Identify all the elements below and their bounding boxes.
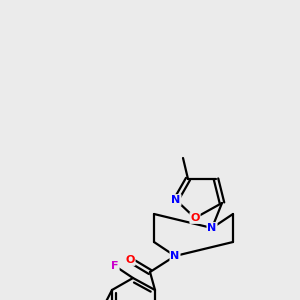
Text: O: O [190,213,200,223]
Text: N: N [207,223,217,233]
Text: N: N [170,251,180,261]
Text: O: O [125,255,135,265]
Text: N: N [171,195,181,205]
Text: F: F [111,261,119,271]
